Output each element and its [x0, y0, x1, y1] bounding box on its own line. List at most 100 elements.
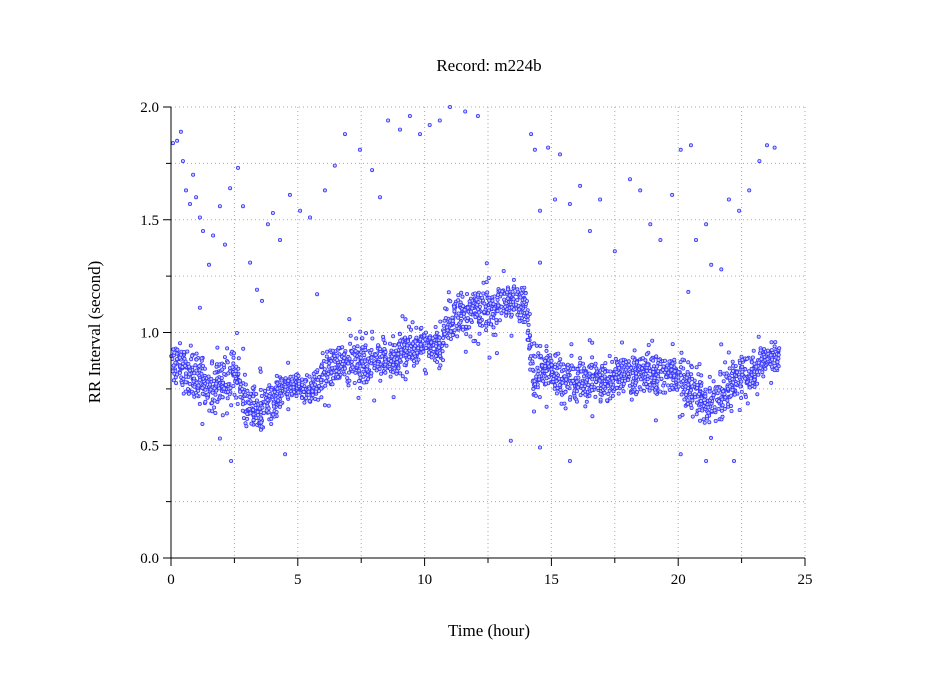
data-point — [603, 361, 608, 366]
data-point — [514, 302, 519, 307]
data-point — [486, 276, 491, 281]
data-point — [360, 345, 365, 350]
data-point — [529, 132, 534, 137]
data-point — [232, 392, 237, 397]
data-point — [352, 345, 357, 350]
data-point — [689, 372, 694, 377]
data-point — [456, 315, 461, 320]
data-point — [251, 407, 256, 412]
data-point — [397, 358, 402, 363]
data-point — [452, 304, 457, 309]
data-point — [315, 292, 320, 297]
data-point — [286, 407, 291, 412]
data-point — [229, 403, 234, 408]
data-point — [352, 380, 357, 385]
data-point — [487, 355, 492, 360]
data-point — [721, 379, 726, 384]
data-point — [291, 385, 296, 390]
data-point — [647, 382, 652, 387]
data-point — [358, 355, 363, 360]
data-point — [402, 342, 407, 347]
data-point — [484, 323, 489, 328]
data-point — [283, 384, 288, 389]
data-point — [396, 366, 401, 371]
data-point — [437, 340, 442, 345]
data-point — [381, 334, 386, 339]
data-point — [197, 401, 202, 406]
data-point — [217, 436, 222, 441]
data-point — [269, 421, 274, 426]
data-point — [183, 374, 188, 379]
data-point — [213, 410, 218, 415]
data-point — [615, 363, 620, 368]
data-point — [650, 338, 655, 343]
data-point — [410, 320, 415, 325]
data-point — [266, 386, 271, 391]
data-point — [489, 315, 494, 320]
data-point — [382, 346, 387, 351]
data-point — [661, 364, 666, 369]
data-point — [234, 395, 239, 400]
data-point — [716, 399, 721, 404]
data-point — [438, 351, 443, 356]
data-point — [199, 371, 204, 376]
data-point — [450, 318, 455, 323]
data-point — [482, 310, 487, 315]
data-point — [731, 363, 736, 368]
data-point — [713, 418, 718, 423]
data-point — [214, 381, 219, 386]
data-point — [307, 399, 312, 404]
data-point — [177, 341, 182, 346]
data-point — [306, 389, 311, 394]
data-point — [290, 379, 295, 384]
data-point — [223, 382, 228, 387]
data-point — [712, 405, 717, 410]
data-point — [271, 412, 276, 417]
data-point — [443, 306, 448, 311]
data-point — [740, 369, 745, 374]
data-point — [545, 361, 550, 366]
data-point — [484, 261, 489, 266]
data-point — [368, 374, 373, 379]
data-point — [483, 328, 488, 333]
data-point — [544, 369, 549, 374]
data-point — [230, 365, 235, 370]
data-point — [535, 365, 540, 370]
data-point — [220, 380, 225, 385]
data-point — [670, 342, 675, 347]
data-point — [709, 435, 714, 440]
data-point — [422, 333, 427, 338]
data-point — [279, 393, 284, 398]
data-point — [638, 387, 643, 392]
data-point — [568, 395, 573, 400]
data-point — [707, 374, 712, 379]
data-point — [225, 360, 230, 365]
data-point — [236, 356, 241, 361]
data-point — [391, 352, 396, 357]
data-point — [349, 349, 354, 354]
data-point — [672, 373, 677, 378]
data-point — [642, 379, 647, 384]
data-point — [722, 406, 727, 411]
data-point — [243, 392, 248, 397]
data-point — [689, 388, 694, 393]
data-point — [769, 364, 774, 369]
data-point — [652, 383, 657, 388]
data-point — [685, 398, 690, 403]
data-point — [286, 378, 291, 383]
data-point — [645, 385, 650, 390]
data-point — [692, 392, 697, 397]
data-point — [656, 369, 661, 374]
data-point — [638, 188, 643, 193]
data-point — [530, 367, 535, 372]
data-point — [682, 397, 687, 402]
data-point — [620, 340, 625, 345]
data-point — [362, 353, 367, 358]
data-point — [696, 372, 701, 377]
data-point — [634, 371, 639, 376]
data-point — [754, 364, 759, 369]
data-point — [672, 357, 677, 362]
data-point — [429, 351, 434, 356]
data-point — [719, 267, 724, 272]
data-point — [300, 382, 305, 387]
